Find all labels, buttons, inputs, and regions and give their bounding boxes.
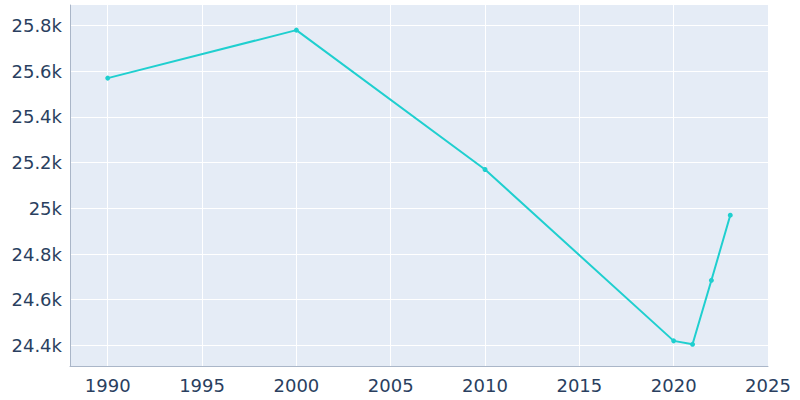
svg-text:2015: 2015 xyxy=(556,375,602,396)
svg-text:2005: 2005 xyxy=(368,375,414,396)
svg-text:1990: 1990 xyxy=(85,375,131,396)
svg-text:1995: 1995 xyxy=(179,375,225,396)
svg-text:25.2k: 25.2k xyxy=(11,152,62,173)
svg-text:2000: 2000 xyxy=(273,375,319,396)
svg-text:24.8k: 24.8k xyxy=(11,244,62,265)
svg-text:2020: 2020 xyxy=(651,375,697,396)
svg-text:2025: 2025 xyxy=(745,375,791,396)
svg-text:25k: 25k xyxy=(29,198,63,219)
svg-text:25.8k: 25.8k xyxy=(11,15,62,36)
svg-text:24.4k: 24.4k xyxy=(11,335,62,356)
svg-text:24.6k: 24.6k xyxy=(11,289,62,310)
svg-text:2010: 2010 xyxy=(462,375,508,396)
svg-text:25.4k: 25.4k xyxy=(11,106,62,127)
svg-text:25.6k: 25.6k xyxy=(11,61,62,82)
